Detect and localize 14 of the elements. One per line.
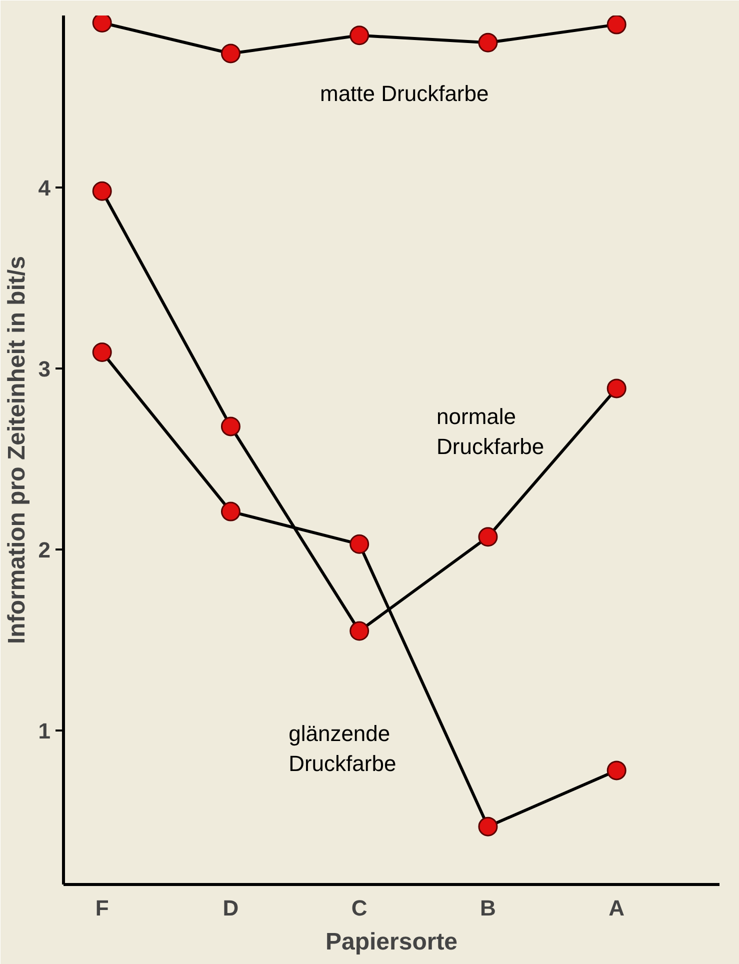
x-tick-label: F (95, 896, 109, 920)
series-label: normale Druckfarbe (436, 404, 544, 460)
y-tick-label: 1 (38, 718, 51, 744)
y-tick-label: 4 (38, 175, 52, 200)
y-tick-label: 2 (38, 538, 51, 563)
x-tick-label: A (608, 896, 625, 920)
y-tick-label: 3 (38, 356, 51, 382)
x-axis-title: Papiersorte (325, 928, 458, 956)
x-tick-label: B (480, 896, 496, 920)
x-tick-label: C (351, 896, 368, 920)
series-label: matte Druckfarbe (320, 81, 489, 106)
y-axis-title: Information pro Zeiteinheit in bit/s (3, 256, 30, 644)
series-label: glänzende Druckfarbe (288, 720, 396, 776)
x-tick-label: D (222, 896, 239, 920)
